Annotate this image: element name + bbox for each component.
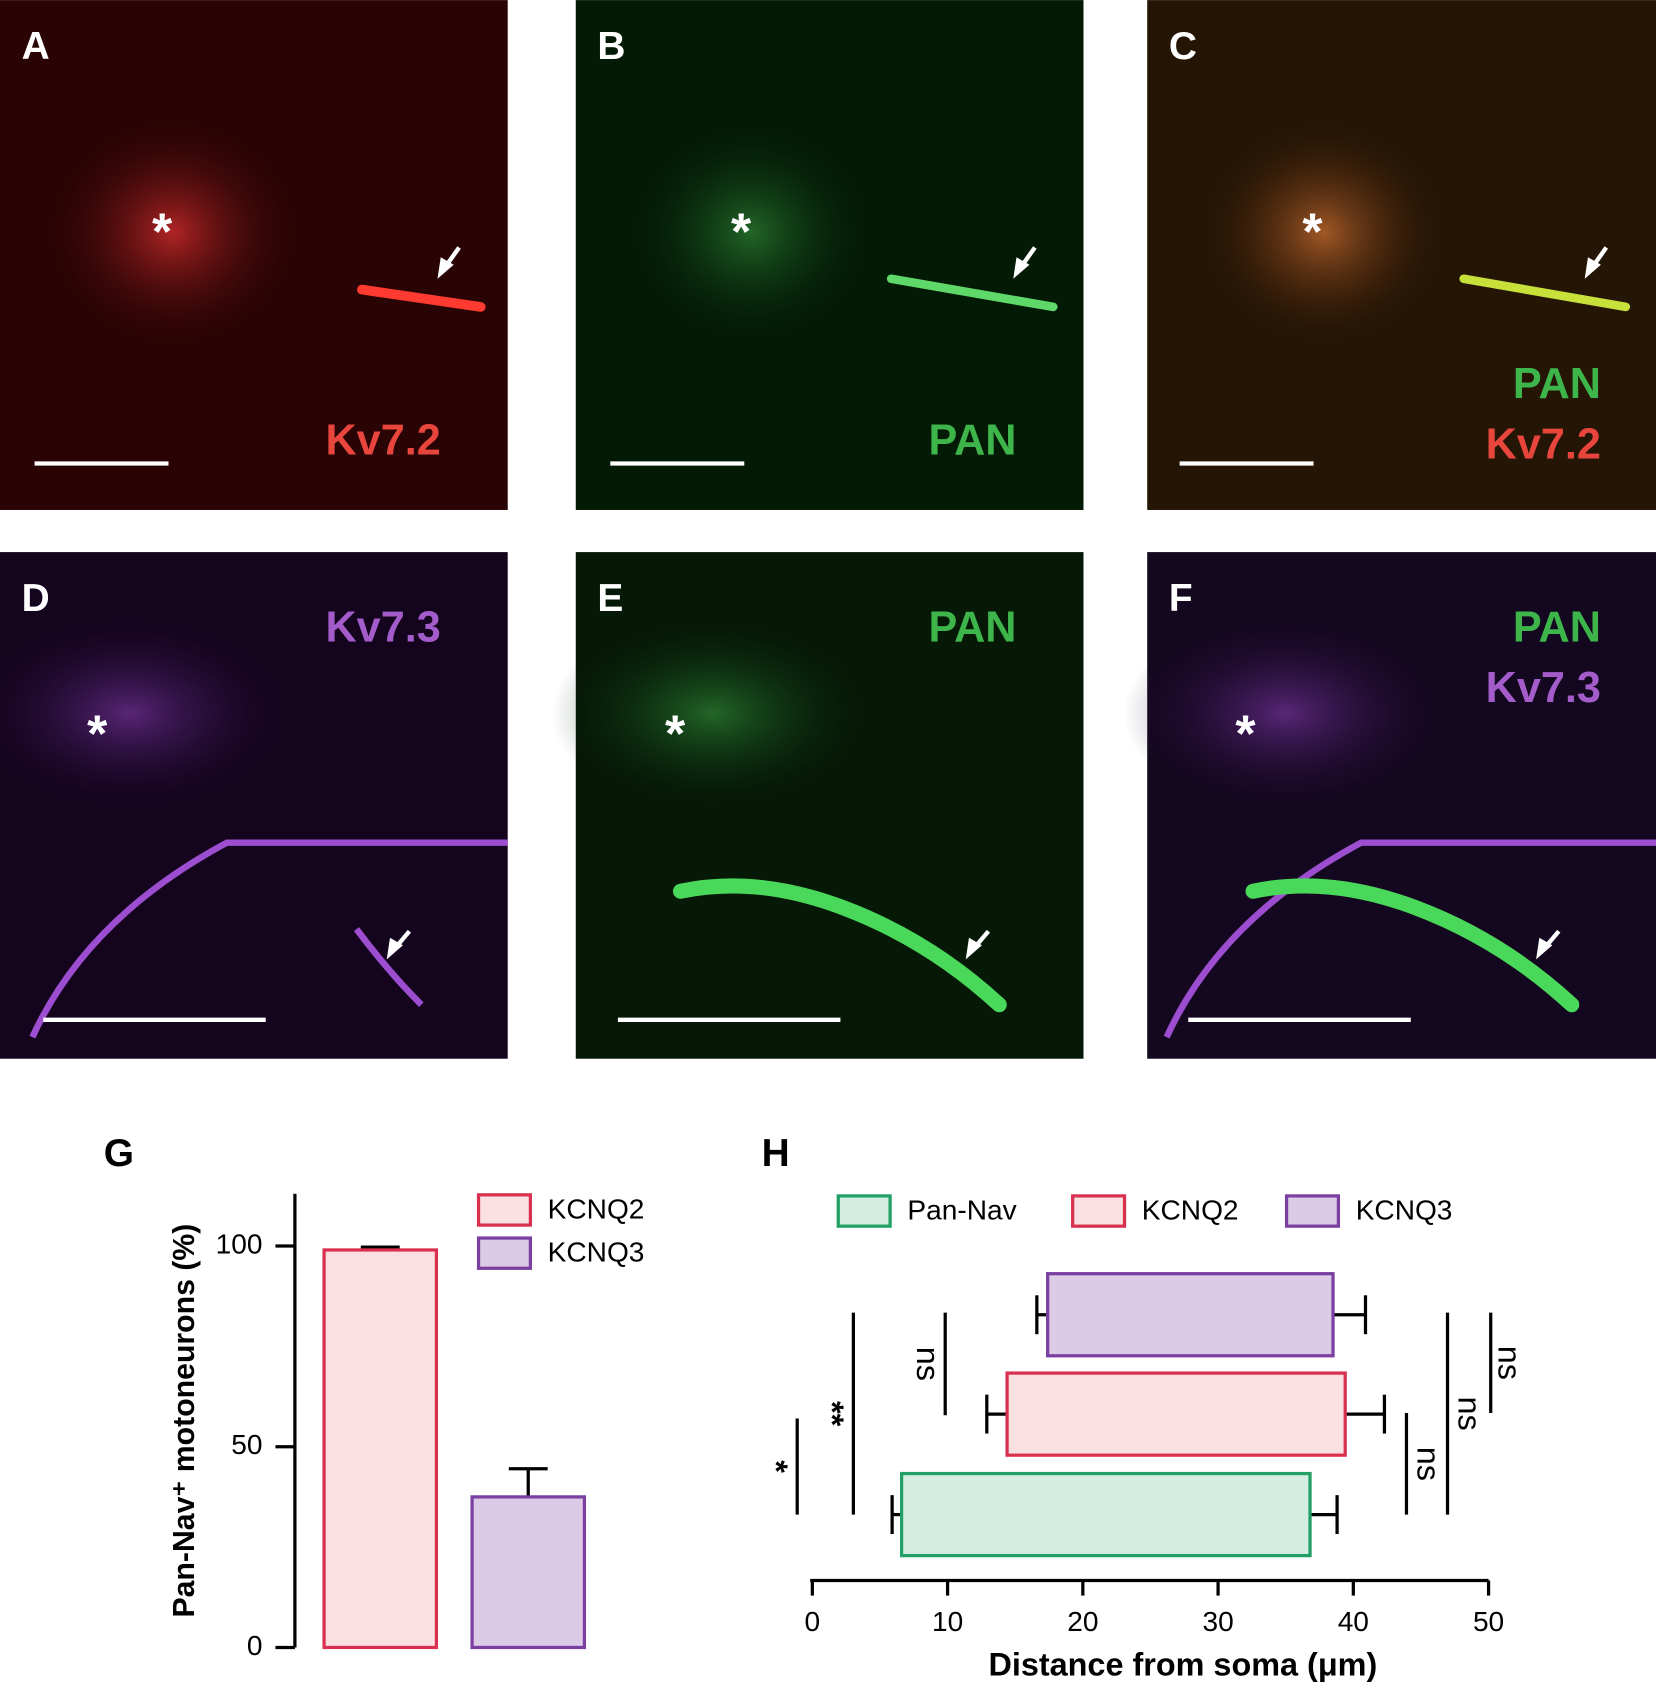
axon-segment — [886, 274, 1058, 312]
panel-letter: G — [104, 1132, 134, 1175]
channel-label: PAN — [929, 603, 1017, 651]
panel-letter: E — [597, 577, 623, 620]
channel-label: PAN — [1513, 603, 1601, 651]
significance-label: ns — [1410, 1447, 1446, 1481]
micrographs — [0, 0, 1656, 1059]
soma-marker: * — [87, 705, 108, 763]
range-bar — [1046, 1272, 1335, 1358]
legend-swatch — [836, 1194, 892, 1228]
significance-label: ns — [1491, 1346, 1527, 1380]
panel-letter: H — [762, 1132, 790, 1175]
channel-label: Kv7.2 — [325, 416, 440, 464]
y-tick-label: 100 — [216, 1228, 263, 1259]
panel-letter: B — [597, 25, 625, 68]
channel-label: Kv7.3 — [1486, 664, 1601, 712]
channel-label: PAN — [929, 416, 1017, 464]
x-tick-label: 40 — [1338, 1606, 1369, 1637]
panel-letter: F — [1169, 577, 1193, 620]
legend-label: KCNQ3 — [548, 1237, 645, 1268]
x-tick-label: 0 — [805, 1606, 821, 1637]
channel-label: Kv7.3 — [325, 603, 440, 651]
soma-marker: * — [665, 705, 686, 763]
bar — [470, 1495, 587, 1650]
legend-label: KCNQ2 — [548, 1193, 645, 1224]
soma — [550, 615, 875, 811]
x-tick-label: 50 — [1473, 1606, 1504, 1637]
channel-label: PAN — [1513, 360, 1601, 408]
range-bar — [1005, 1371, 1347, 1457]
process — [1163, 839, 1656, 1039]
panel-letter: C — [1169, 25, 1197, 68]
soma — [0, 615, 292, 811]
bar — [322, 1248, 439, 1650]
soma-marker: * — [731, 202, 752, 260]
legend-label: Pan-Nav — [907, 1195, 1016, 1226]
soma — [48, 118, 298, 346]
axon-segment — [1245, 878, 1580, 1013]
significance-label: ** — [814, 1401, 850, 1427]
significance-label: * — [758, 1460, 794, 1473]
y-tick-label: 0 — [247, 1630, 263, 1661]
legend-swatch — [1071, 1194, 1127, 1228]
legend-swatch — [476, 1193, 533, 1227]
soma-marker: * — [152, 202, 173, 260]
legend-swatch — [476, 1236, 533, 1270]
y-axis-label: Pan-Nav⁺ motoneurons (%) — [168, 1224, 201, 1618]
channel-label: Kv7.2 — [1486, 421, 1601, 469]
significance-label: ns — [910, 1347, 946, 1381]
axon-segment — [1459, 274, 1631, 312]
process — [29, 839, 508, 1039]
x-tick-label: 10 — [932, 1606, 963, 1637]
axon-segment — [672, 878, 1007, 1013]
legend-label: KCNQ2 — [1142, 1195, 1239, 1226]
x-tick-label: 30 — [1202, 1606, 1233, 1637]
legend-swatch — [1284, 1194, 1341, 1228]
arrows — [386, 246, 1609, 960]
scale-bars — [34, 461, 1411, 1022]
legend-label: KCNQ3 — [1356, 1195, 1453, 1226]
soma — [1199, 118, 1448, 346]
soma — [1123, 615, 1448, 811]
soma-marker: * — [1235, 705, 1256, 763]
x-tick-label: 20 — [1067, 1606, 1098, 1637]
panel-letter: A — [22, 25, 50, 68]
soma-marker: * — [1302, 202, 1323, 260]
panel-letter: D — [22, 577, 50, 620]
axon-segment — [357, 284, 486, 312]
significance-label: ns — [1451, 1396, 1487, 1430]
y-tick-label: 50 — [231, 1429, 262, 1460]
soma — [626, 118, 875, 346]
range-bar — [899, 1471, 1312, 1558]
x-axis-label: Distance from soma (μm) — [988, 1646, 1377, 1682]
